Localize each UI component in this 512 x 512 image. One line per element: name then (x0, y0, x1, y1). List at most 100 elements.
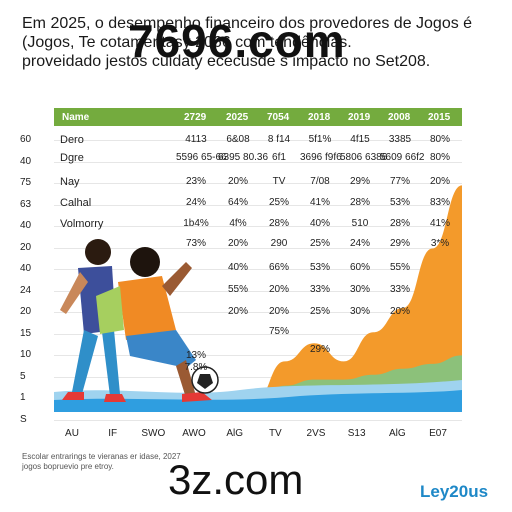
chart-data-label: 66% (268, 262, 289, 273)
table-cell: 77% (389, 176, 410, 187)
table-cell: 510 (351, 218, 369, 229)
chart-data-label: 20% (268, 306, 289, 317)
chart-data-label: 75% (268, 326, 289, 337)
table-cell: 53% (389, 197, 410, 208)
chart-data-label: 25% (309, 306, 330, 317)
grid-line (54, 140, 462, 141)
x-tick-label: SWO (141, 428, 166, 439)
footnote-line-1: Escolar entrarings te vieranas er idase,… (22, 452, 181, 461)
table-cell: 8 f14 (267, 134, 291, 145)
grid-line (54, 269, 462, 271)
table-cell: 4f% (229, 218, 247, 229)
area-series (196, 185, 462, 410)
table-row-label: Calhal (60, 197, 92, 209)
x-tick-label: AlG (388, 428, 406, 439)
y-tick-label: 60 (20, 134, 32, 145)
table-cell: 40% (309, 218, 330, 229)
chart-data-label: 29% (309, 344, 330, 355)
table-column-header: 2008 (388, 112, 411, 123)
x-tick-label: S13 (347, 428, 366, 439)
table-cell: 1b4% (183, 218, 209, 229)
header-line-3: proveidado jestos cuidaty ececusde s imp… (22, 53, 431, 70)
table-column-header: 2015 (428, 112, 451, 123)
x-tick-label: IF (108, 428, 118, 439)
chart-data-label: 73% (185, 238, 206, 249)
table-cell: 20% (429, 176, 450, 187)
table-cell: 4f15 (350, 134, 370, 145)
soccer-ball-icon (191, 366, 219, 394)
grid-line (54, 376, 462, 378)
grid-line (54, 183, 462, 185)
chart-data-label: 13% (185, 350, 206, 361)
grid-line (54, 420, 462, 421)
grid-line (54, 312, 462, 314)
table-cell: 3385 (388, 134, 412, 145)
player-right (96, 247, 212, 402)
table-cell: 5596 65-66 (176, 152, 227, 163)
table-cell: 24% (185, 197, 206, 208)
y-tick-label: 75 (20, 177, 32, 189)
grid-line (54, 161, 462, 163)
footnote-line-2: jogos bopruevio pre etroy. (22, 462, 114, 471)
table-cell: 20% (227, 176, 248, 187)
chart-data-label: 20% (227, 306, 248, 317)
chart-data-label: 60% (349, 262, 370, 273)
table-column-header: 7054 (267, 112, 290, 123)
watermark-bottom: 3z.com (168, 456, 304, 503)
table-header-label: Name (62, 112, 90, 123)
table-cell: 41% (309, 197, 330, 208)
y-tick-label: 63 (20, 198, 32, 210)
chart-data-label: 29% (389, 238, 410, 249)
table-cell: 5806 6386 (340, 152, 388, 163)
footnote: Escolar entrarings te vieranas er idase,… (22, 452, 181, 472)
chart-data-label: 53% (309, 262, 330, 273)
chart-data-label: 24% (349, 238, 370, 249)
chart-header: Em 2025, o desempenho financeiro dos pro… (22, 14, 492, 71)
table-cell: 41% (429, 218, 450, 229)
table-cell: 6&08 (226, 134, 250, 145)
table-row-label: Volmorry (60, 218, 104, 230)
chart-data-label: 3*% (430, 238, 450, 249)
table-cell: 64% (227, 197, 248, 208)
y-tick-label: 15 (20, 327, 32, 339)
table-cell: 6f1 (272, 152, 286, 163)
chart-data-label: 40% (227, 262, 248, 273)
chart-data-label: 20% (389, 306, 410, 317)
x-tick-label: E07 (429, 428, 447, 439)
x-tick-label: AWO (182, 428, 206, 439)
y-tick-label: 10 (20, 349, 32, 361)
table-cell: 25% (268, 197, 289, 208)
chart-data-label: 20% (227, 238, 248, 249)
table-column-header: 2729 (184, 112, 207, 123)
x-tick-label: 2VS (306, 428, 326, 439)
grid-line (54, 226, 462, 228)
table-cell: TV (272, 176, 286, 187)
header-line-2: (Jogos, Te cotamentasy 2066 com tendênci… (22, 34, 352, 51)
table-cell: 80% (429, 152, 450, 163)
y-tick-label: 1 (20, 392, 26, 404)
chart-data-label: 7.8% (184, 362, 208, 373)
y-tick-label: 40 (20, 263, 32, 275)
grid-line (54, 290, 462, 292)
table-column-header: 2025 (226, 112, 249, 123)
chart-data-label: 33% (309, 284, 330, 295)
table-cell: 5609 66f2 (380, 152, 425, 163)
table-cell: 28% (268, 218, 289, 229)
table-cell: 6395 80.36 (218, 152, 269, 163)
header-line-1: Em 2025, o desempenho financeiro dos pro… (22, 15, 473, 32)
table-column-header: 2019 (348, 112, 371, 123)
chart-data-label: 25% (309, 238, 330, 249)
table-row-label: Dgre (60, 152, 84, 164)
table-cell: 29% (349, 176, 370, 187)
grid-line (54, 333, 462, 335)
table-row-label: Dero (60, 134, 84, 146)
table-cell: 80% (429, 134, 450, 145)
x-tick-label: AU (65, 428, 79, 439)
x-tick-label: TV (268, 428, 282, 439)
y-tick-label: S (20, 414, 27, 425)
brand-logo: Ley20us (420, 482, 489, 501)
chart-data-label: 55% (227, 284, 248, 295)
y-tick-label: 24 (20, 284, 32, 296)
y-tick-label: 40 (20, 155, 32, 167)
